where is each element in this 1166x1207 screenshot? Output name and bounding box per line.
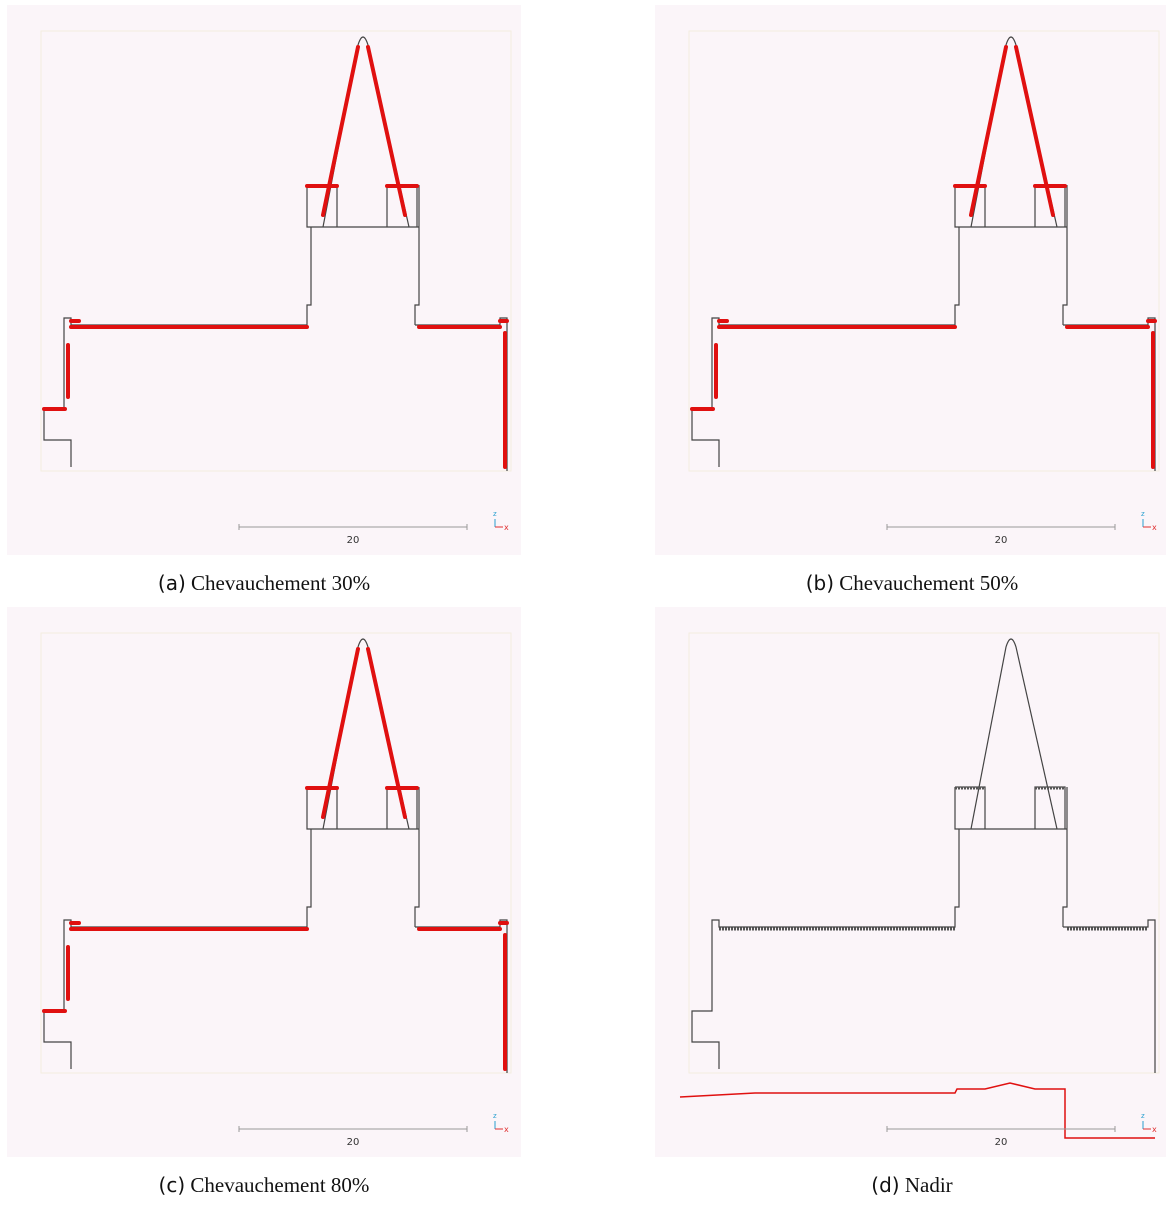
caption-text: Chevauchement 80% [190, 1173, 369, 1197]
subfigure-label: (a) [158, 571, 186, 595]
panel-background [655, 5, 1166, 555]
scale-label: 20 [995, 535, 1008, 546]
panel-background [7, 5, 521, 555]
caption-text: Nadir [905, 1173, 953, 1197]
caption: (a) Chevauchement 30% [7, 571, 521, 596]
point-cloud-view: 20 zx [655, 607, 1166, 1157]
subfigure-label: (d) [871, 1173, 899, 1197]
scale-label: 20 [347, 1137, 360, 1148]
gizmo-label: x [504, 1125, 509, 1134]
point-cloud-view: 20 zx [7, 5, 521, 555]
gizmo-label: x [1152, 1125, 1157, 1134]
caption-text: Chevauchement 50% [839, 571, 1018, 595]
scale-label: 20 [347, 535, 360, 546]
gizmo-label: z [1141, 1112, 1145, 1120]
panel-background [7, 607, 521, 1157]
gizmo-label: z [493, 510, 497, 518]
gizmo-label: z [493, 1112, 497, 1120]
gizmo-label: z [1141, 510, 1145, 518]
subfigure-label: (c) [159, 1173, 186, 1197]
caption-text: Chevauchement 30% [191, 571, 370, 595]
panel-background [655, 607, 1166, 1157]
gizmo-label: x [1152, 523, 1157, 532]
scale-label: 20 [995, 1137, 1008, 1148]
gizmo-label: x [504, 523, 509, 532]
point-cloud-view: 20 zx [655, 5, 1166, 555]
subfigure-label: (b) [806, 571, 834, 595]
figure: 20zx(a) Chevauchement 30%20zx(b) Chevauc… [0, 0, 1166, 1207]
caption: (d) Nadir [655, 1173, 1166, 1198]
caption: (b) Chevauchement 50% [655, 571, 1166, 596]
point-cloud-view: 20 zx [7, 607, 521, 1157]
caption: (c) Chevauchement 80% [7, 1173, 521, 1198]
